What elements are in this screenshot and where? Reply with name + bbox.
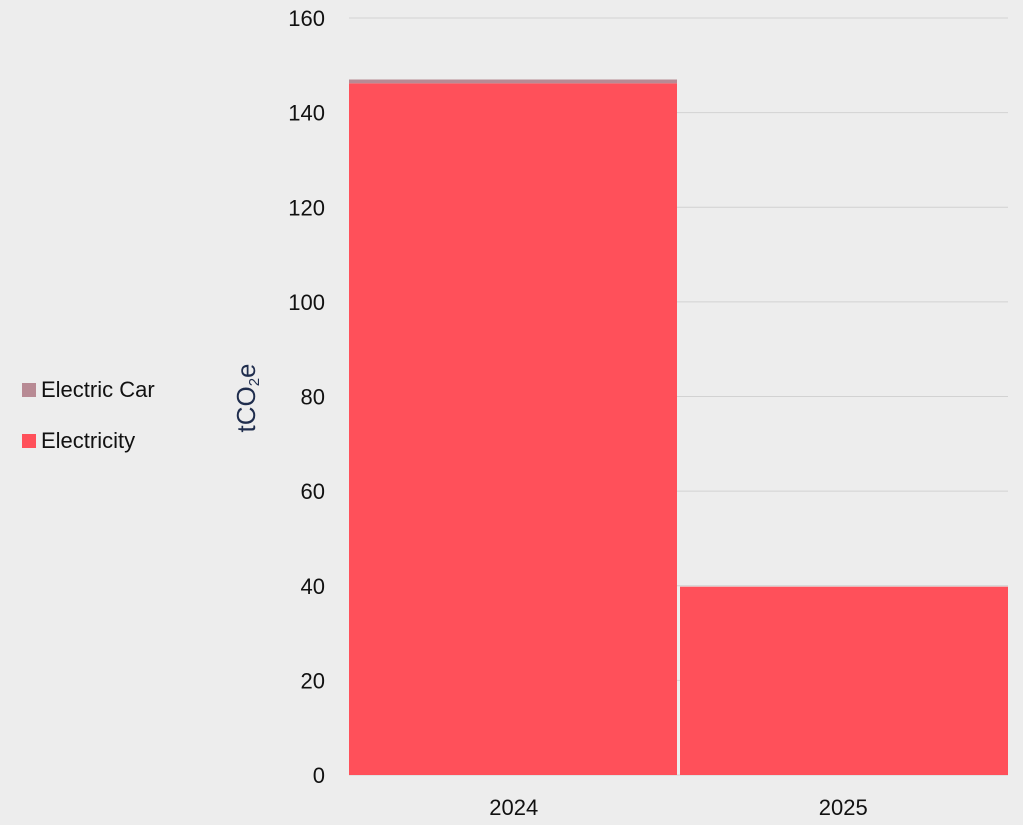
y-tick-label-100: 100	[288, 290, 325, 315]
y-tick-label-160: 160	[288, 6, 325, 31]
y-tick-label-140: 140	[288, 101, 325, 126]
legend-swatch-electric-car	[22, 383, 36, 397]
x-tick-label-2024: 2024	[489, 795, 538, 820]
y-axis-label: tCO2e	[231, 363, 263, 433]
bar-electricity-2025	[680, 586, 1008, 775]
legend-label-electricity: Electricity	[41, 428, 136, 453]
y-tick-label-40: 40	[301, 574, 325, 599]
bar-electricity-2024	[349, 83, 677, 775]
legend-label-electric-car: Electric Car	[41, 377, 155, 402]
legend: Electric Car Electricity	[22, 376, 155, 478]
legend-swatch-electricity	[22, 434, 36, 448]
legend-item-electricity: Electricity	[22, 427, 155, 455]
x-tick-label-2025: 2025	[819, 795, 868, 820]
y-tick-label-0: 0	[313, 763, 325, 788]
y-tick-label-120: 120	[288, 195, 325, 220]
y-tick-label-80: 80	[301, 385, 325, 410]
y-tick-label-20: 20	[301, 668, 325, 693]
bar-electric-car-2024	[349, 79, 677, 84]
legend-item-electric-car: Electric Car	[22, 376, 155, 404]
y-tick-label-60: 60	[301, 479, 325, 504]
